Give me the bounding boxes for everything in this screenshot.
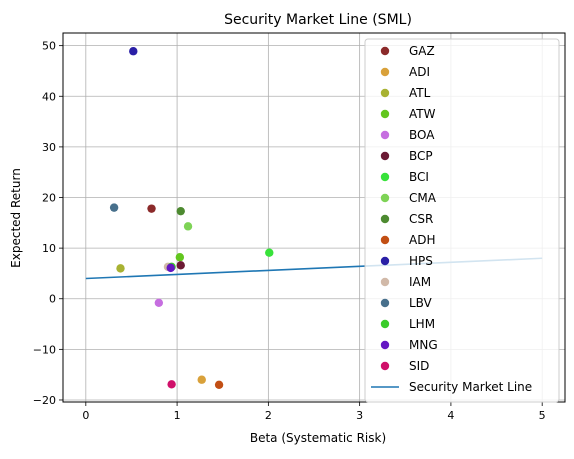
legend-label-bcp: BCP xyxy=(409,149,433,163)
point-lbv xyxy=(109,203,119,212)
y-tick-label: −10 xyxy=(33,343,56,356)
point-csr xyxy=(176,206,185,216)
point-bcp xyxy=(176,261,185,270)
point-atw xyxy=(175,253,185,262)
legend-label-lhm: LHM xyxy=(409,317,435,331)
legend-label-hps: HPS xyxy=(409,254,433,268)
x-tick-label: 5 xyxy=(539,409,546,422)
legend-label-sid: SID xyxy=(409,359,429,373)
legend-marker-gaz xyxy=(380,46,390,56)
legend-label-adh: ADH xyxy=(409,233,435,247)
legend-marker-cma xyxy=(380,193,390,203)
legend-label-lbv: LBV xyxy=(409,296,433,310)
legend-label-iam: IAM xyxy=(409,275,431,289)
legend-box xyxy=(364,38,560,403)
y-tick-label: 10 xyxy=(42,242,56,255)
y-tick-label: 40 xyxy=(42,90,56,103)
legend-marker-lhm xyxy=(380,319,390,329)
legend-marker-bci xyxy=(380,172,390,182)
point-adh xyxy=(214,380,224,389)
chart-title: Security Market Line (SML) xyxy=(224,12,412,28)
point-atl xyxy=(116,264,125,273)
point-gaz xyxy=(147,204,156,213)
point-mng xyxy=(166,263,175,273)
legend-label-bci: BCI xyxy=(409,170,429,184)
point-cma xyxy=(183,222,193,231)
legend: GAZ ADI ATL ATW BOA BCP BCI CMA CSR ADH HPS IAM LBV L… xyxy=(364,38,560,403)
legend-label-csr: CSR xyxy=(409,212,433,226)
legend-label-mng: MNG xyxy=(409,338,438,352)
legend-label-gaz: GAZ xyxy=(409,44,435,58)
x-tick-label: 1 xyxy=(174,409,181,422)
legend-marker-sid xyxy=(380,361,390,371)
legend-marker-boa xyxy=(380,130,390,140)
legend-label-sml-line: Security Market Line xyxy=(409,380,532,394)
legend-label-adi: ADI xyxy=(409,65,430,79)
y-axis-label: Expected Return xyxy=(9,168,23,268)
legend-marker-iam xyxy=(380,277,390,287)
y-tick-label: 50 xyxy=(42,40,56,53)
plot-frame xyxy=(62,32,566,403)
y-tick-label: 20 xyxy=(42,192,56,205)
point-bci xyxy=(265,248,274,257)
point-adi xyxy=(197,375,206,384)
y-tick-label: 0 xyxy=(49,293,56,306)
legend-label-atl: ATL xyxy=(409,86,431,100)
x-tick-label: 3 xyxy=(356,409,363,422)
legend-label-cma: CMA xyxy=(409,191,437,205)
point-boa xyxy=(154,298,164,307)
legend-marker-hps xyxy=(380,256,390,266)
legend-label-atw: ATW xyxy=(409,107,436,121)
legend-marker-adi xyxy=(380,67,390,77)
x-tick-label: 4 xyxy=(447,409,454,422)
legend-marker-lbv xyxy=(380,298,390,308)
x-tick-label: 0 xyxy=(82,409,89,422)
legend-marker-adh xyxy=(380,235,390,245)
x-tick-label: 2 xyxy=(265,409,272,422)
axis-ticks: 0 1 2 3 4 5 −20 −10 0 10 20 30 40 50 xyxy=(33,40,546,422)
y-tick-label: 30 xyxy=(42,141,56,154)
point-hps xyxy=(129,47,138,56)
point-sid xyxy=(167,380,176,389)
legend-marker-bcp xyxy=(380,151,390,161)
y-tick-label: −20 xyxy=(33,394,56,407)
legend-marker-csr xyxy=(380,214,390,224)
x-axis-label: Beta (Systematic Risk) xyxy=(250,431,386,445)
legend-marker-atl xyxy=(380,88,390,98)
legend-marker-atw xyxy=(380,109,390,119)
legend-marker-mng xyxy=(380,340,390,350)
legend-label-boa: BOA xyxy=(409,128,435,142)
